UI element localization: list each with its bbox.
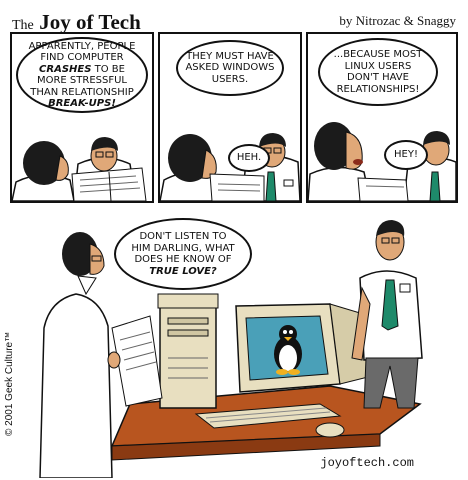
panel-1: APPARENTLY, PEOPLE FIND COMPUTER CRASHES… (10, 32, 154, 203)
panel-3-speech-bubble: ...BECAUSE MOST LINUX USERS DON'T HAVE R… (318, 38, 438, 106)
copyright-notice: © 2001 Geek Culture™ (4, 331, 15, 436)
panel-3-small-bubble: HEY! (384, 140, 428, 170)
brand-name: Joy of Tech (39, 10, 141, 34)
brand-prefix: The (12, 18, 34, 33)
comic-brand: The Joy of Tech (12, 10, 141, 35)
panel-2-speech-bubble: THEY MUST HAVE ASKED WINDOWS USERS. (176, 40, 284, 96)
comic-header: The Joy of Tech by Nitrozac & Snaggy (0, 4, 468, 34)
panel-2: THEY MUST HAVE ASKED WINDOWS USERS. HEH. (158, 32, 302, 203)
panel-2-small-bubble: HEH. (228, 144, 270, 172)
panel-1-art (12, 137, 147, 201)
byline: by Nitrozac & Snaggy (339, 13, 456, 28)
panel-4-art (39, 220, 423, 478)
panel-3: ...BECAUSE MOST LINUX USERS DON'T HAVE R… (306, 32, 458, 203)
site-url: joyoftech.com (320, 456, 414, 470)
panel-1-speech-bubble: APPARENTLY, PEOPLE FIND COMPUTER CRASHES… (16, 37, 148, 113)
panel-3-art (308, 122, 456, 201)
panel-4-speech-bubble: DON'T LISTEN TO HIM DARLING, WHAT DOES H… (114, 218, 252, 290)
